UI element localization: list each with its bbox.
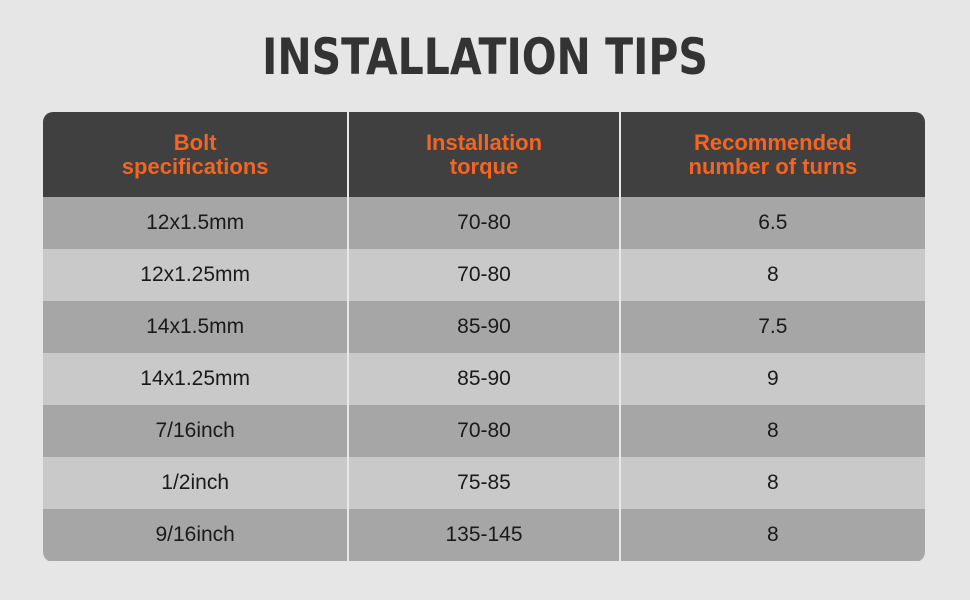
- bolt-spec-cell: 12x1.5mm: [146, 211, 245, 234]
- torque-cell: 70-80: [347, 405, 618, 457]
- table-row: 12x1.25mm 70-80 8: [43, 249, 925, 301]
- turns-cell: 8: [618, 249, 925, 301]
- table-row: 14x1.25mm 85-90 9: [43, 353, 925, 405]
- table-header: Bolt specifications Installation torque …: [43, 112, 925, 197]
- bolt-spec-cell: 7/16inch: [155, 419, 235, 442]
- header-installation-torque: Installation torque: [347, 112, 618, 197]
- bolt-spec-cell: 14x1.5mm: [146, 315, 245, 338]
- table-row: 7/16inch 70-80 8: [43, 405, 925, 457]
- table-row: 1/2inch 75-85 8: [43, 457, 925, 509]
- turns-cell: 8: [618, 509, 925, 561]
- bolt-spec-cell: 14x1.25mm: [140, 367, 251, 390]
- header-number-of-turns: Recommended number of turns: [618, 112, 925, 197]
- table-row: 14x1.5mm 85-90 7.5: [43, 301, 925, 353]
- torque-cell: 85-90: [347, 301, 618, 353]
- bolt-spec-cell: 12x1.25mm: [140, 263, 251, 286]
- torque-cell: 85-90: [347, 353, 618, 405]
- page-title: INSTALLATION TIPS: [262, 28, 708, 86]
- header-bolt-specifications: Bolt specifications: [121, 129, 269, 179]
- bolt-spec-cell: 9/16inch: [155, 523, 235, 546]
- table-row: 12x1.5mm 70-80 6.5: [43, 197, 925, 249]
- torque-cell: 70-80: [347, 249, 618, 301]
- installation-table: Bolt specifications Installation torque …: [43, 112, 925, 562]
- torque-cell: 135-145: [347, 509, 618, 561]
- bolt-spec-cell: 1/2inch: [161, 471, 230, 494]
- turns-cell: 8: [618, 405, 925, 457]
- turns-cell: 7.5: [618, 301, 925, 353]
- turns-cell: 8: [618, 457, 925, 509]
- torque-cell: 70-80: [347, 197, 618, 249]
- turns-cell: 9: [618, 353, 925, 405]
- turns-cell: 6.5: [618, 197, 925, 249]
- torque-cell: 75-85: [347, 457, 618, 509]
- table-row: 9/16inch 135-145 8: [43, 509, 925, 561]
